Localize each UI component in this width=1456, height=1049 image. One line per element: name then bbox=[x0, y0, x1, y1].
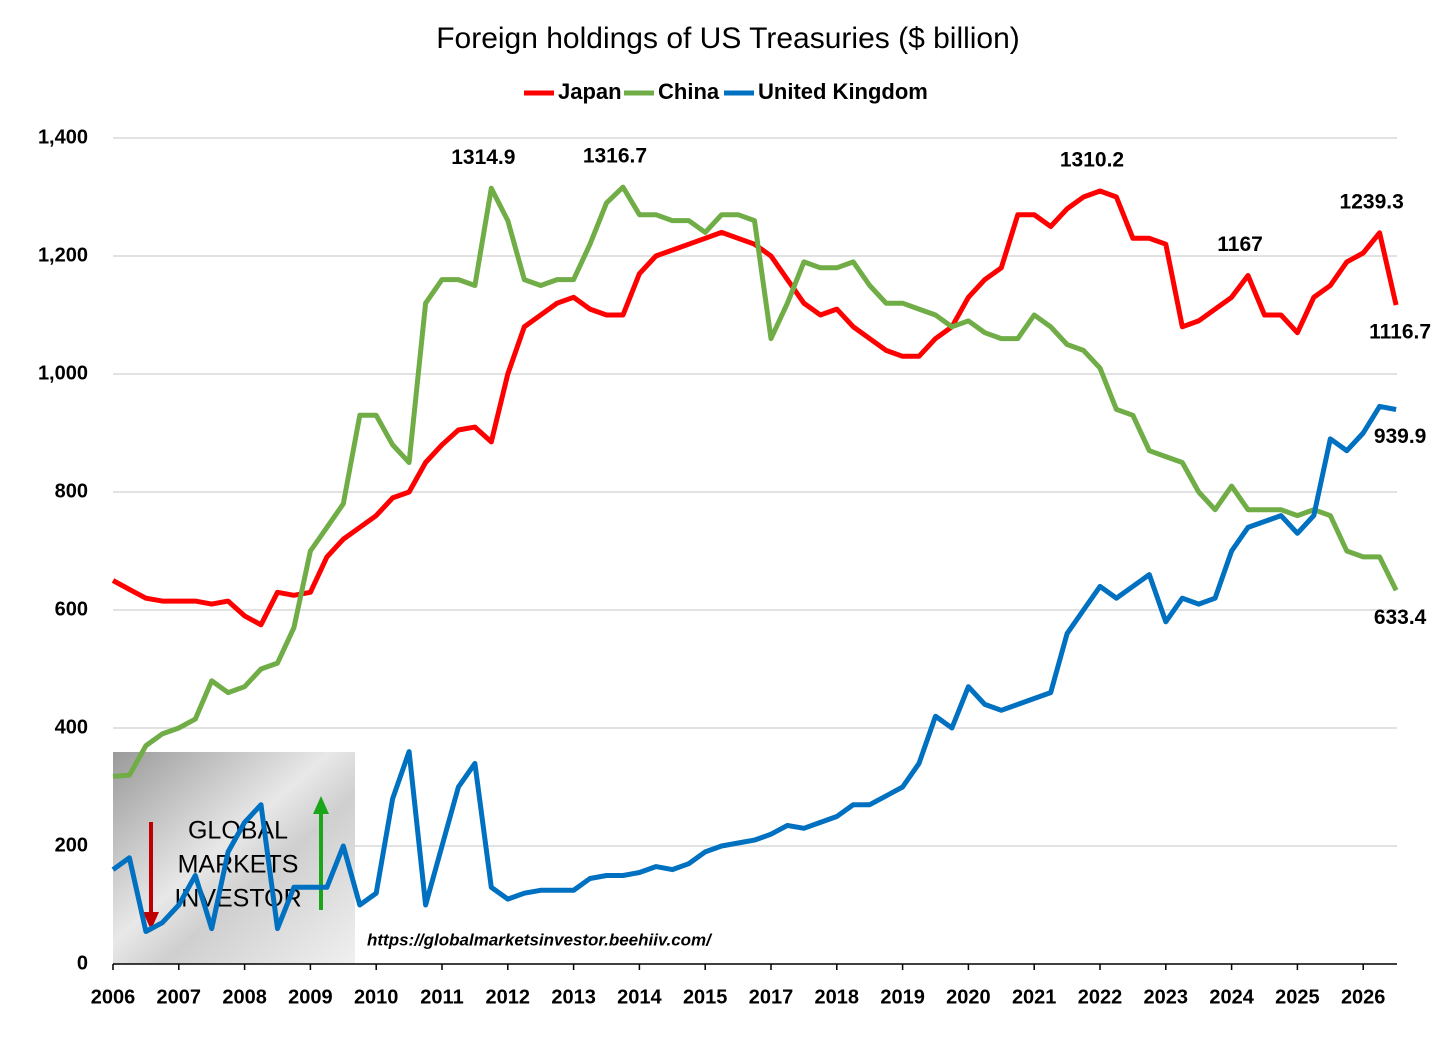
legend: Japan China United Kingdom bbox=[524, 79, 928, 104]
data-label: 633.4 bbox=[1374, 606, 1427, 629]
x-tick-label: 2009 bbox=[288, 986, 333, 1008]
x-tick-label: 2017 bbox=[749, 986, 794, 1008]
x-tick-label: 2023 bbox=[1144, 986, 1189, 1008]
data-label: 1116.7 bbox=[1369, 321, 1431, 344]
x-tick-label: 2012 bbox=[486, 986, 531, 1008]
y-tick-label: 600 bbox=[55, 598, 88, 620]
up-arrow-head bbox=[313, 796, 329, 814]
y-tick-label: 1,400 bbox=[38, 126, 88, 148]
x-tick-label: 2021 bbox=[1012, 986, 1057, 1008]
line bbox=[111, 188, 1399, 628]
line bbox=[111, 403, 1397, 934]
x-tick-label: 2024 bbox=[1209, 986, 1254, 1008]
x-tick-label: 2018 bbox=[815, 986, 860, 1008]
chart-title: Foreign holdings of US Treasuries ($ bil… bbox=[436, 22, 1020, 55]
x-tick-label: 2019 bbox=[880, 986, 925, 1008]
x-tick-label: 2010 bbox=[354, 986, 399, 1008]
x-tick-label: 2011 bbox=[420, 986, 463, 1008]
source-url: https://globalmarketsinvestor.beehiiv.co… bbox=[367, 930, 713, 949]
line bbox=[112, 184, 1399, 779]
watermark-text: INVESTOR bbox=[174, 885, 301, 913]
legend-label: United Kingdom bbox=[758, 79, 928, 104]
x-tick-label: 2014 bbox=[617, 986, 662, 1008]
x-tick-label: 2025 bbox=[1275, 986, 1320, 1008]
data-label: 1314.9 bbox=[451, 146, 515, 169]
y-tick-label: 1,200 bbox=[38, 244, 88, 266]
x-tick-label: 2013 bbox=[551, 986, 596, 1008]
y-tick-label: 1,000 bbox=[38, 362, 88, 384]
y-tick-label: 800 bbox=[55, 480, 88, 502]
down-arrow-head bbox=[143, 912, 159, 930]
y-tick-label: 200 bbox=[55, 834, 88, 856]
y-tick-label: 0 bbox=[77, 952, 88, 974]
data-label: 939.9 bbox=[1374, 425, 1427, 448]
data-label: 1239.3 bbox=[1340, 190, 1404, 213]
data-label: 1316.7 bbox=[583, 145, 647, 168]
data-label: 1310.2 bbox=[1060, 149, 1124, 172]
y-tick-label: 400 bbox=[55, 716, 88, 738]
legend-label: China bbox=[658, 79, 720, 104]
legend-label: Japan bbox=[558, 79, 622, 104]
x-tick-label: 2008 bbox=[222, 986, 267, 1008]
watermark-text: MARKETS bbox=[178, 851, 299, 879]
x-tick-label: 2020 bbox=[946, 986, 991, 1008]
data-label: 1167 bbox=[1217, 233, 1263, 256]
x-tick-label: 2006 bbox=[91, 986, 136, 1008]
x-tick-label: 2015 bbox=[683, 986, 728, 1008]
watermark: GLOBAL MARKETS INVESTOR bbox=[113, 752, 355, 964]
x-tick-label: 2007 bbox=[157, 986, 202, 1008]
x-tick-label: 2026 bbox=[1341, 986, 1386, 1008]
x-tick-label: 2022 bbox=[1078, 986, 1123, 1008]
